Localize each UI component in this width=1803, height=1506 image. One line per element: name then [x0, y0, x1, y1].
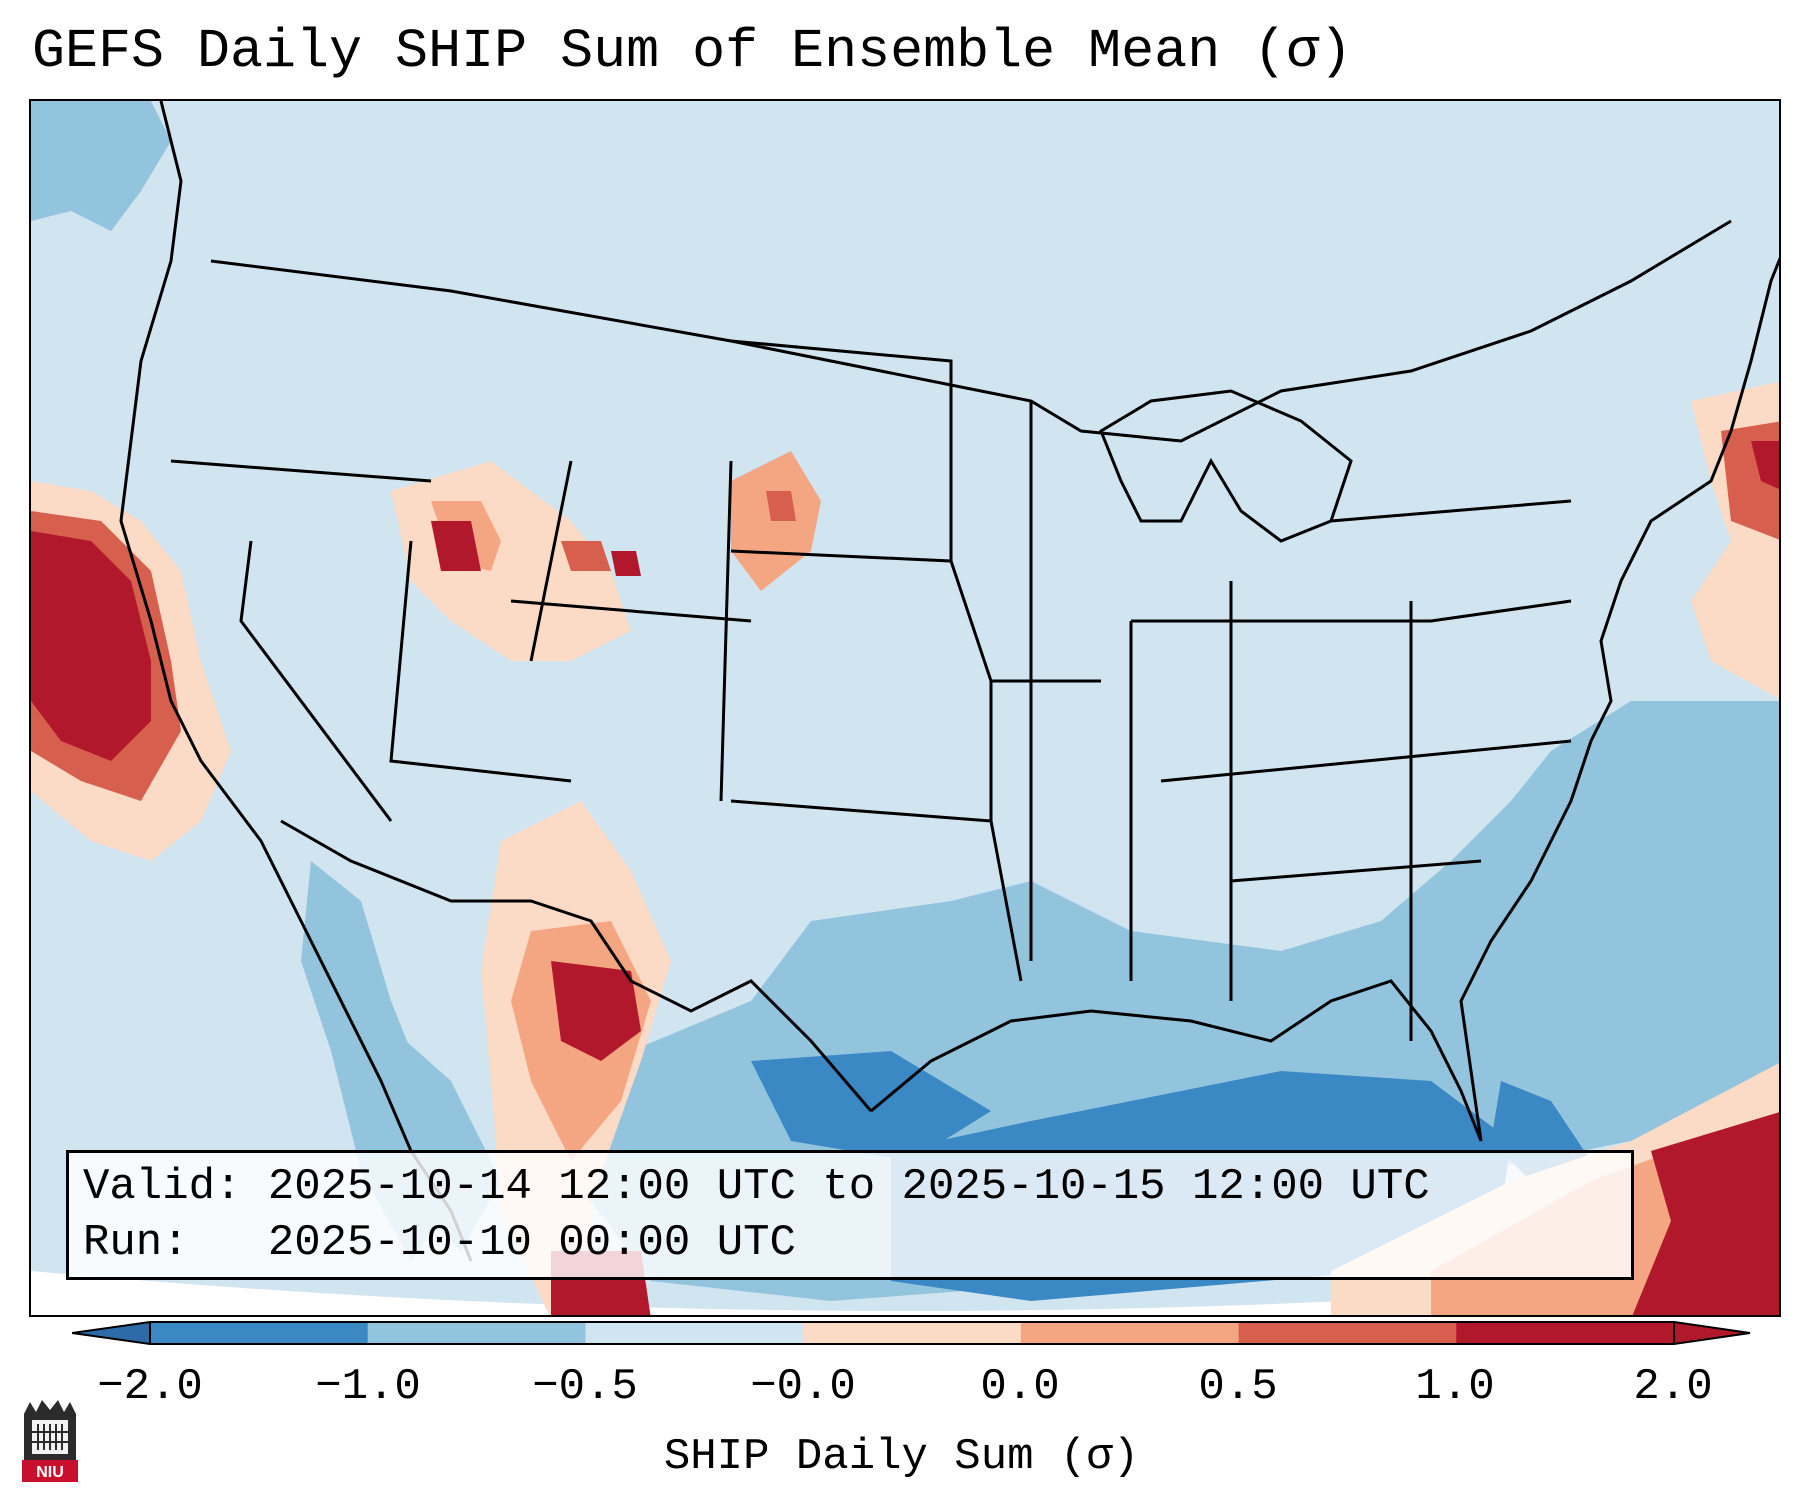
colorbar-tick-label: −0.0	[750, 1362, 856, 1412]
colorbar-tick-label: −2.0	[97, 1362, 203, 1412]
state-lines-east	[1131, 499, 1572, 1041]
pacific-darkred	[31, 531, 151, 761]
atlantic-coastline	[1569, 256, 1779, 802]
run-label: Run:	[83, 1218, 189, 1268]
caribbean-red	[1632, 1112, 1779, 1315]
positive-anomaly-layer	[31, 381, 1779, 1315]
valid-label: Valid:	[83, 1162, 242, 1212]
run-value: 2025-10-10 00:00 UTC	[267, 1218, 796, 1268]
valid-value: 2025-10-14 12:00 UTC to 2025-10-15 12:00…	[267, 1162, 1430, 1212]
great-lakes	[1099, 389, 1353, 543]
colorbar-segment	[803, 1322, 1022, 1344]
colorbar-segment	[1456, 1322, 1675, 1344]
logo-text: NIU	[36, 1464, 64, 1481]
idaho-red	[431, 521, 481, 571]
colorbar-tick-label: −1.0	[315, 1362, 421, 1412]
colorbar-segment	[585, 1322, 804, 1344]
colorbar-segments	[72, 1320, 1751, 1346]
colorbar-tick-label: −0.5	[532, 1362, 638, 1412]
colorbar	[72, 1320, 1751, 1346]
wyo-red-a	[561, 541, 611, 571]
colorbar-tick-label: 2.0	[1633, 1362, 1713, 1412]
colorbar-segment	[1238, 1322, 1457, 1344]
pacific-coastline	[119, 101, 473, 1262]
page-title: GEFS Daily SHIP Sum of Ensemble Mean (σ)	[32, 20, 1353, 83]
wyo-red-b	[611, 551, 641, 576]
colorbar-label: SHIP Daily Sum (σ)	[663, 1432, 1140, 1482]
colorbar-outline	[149, 1321, 1675, 1345]
us-canada-border	[210, 219, 1732, 443]
colorbar-segment	[150, 1322, 369, 1344]
ne-red	[1751, 441, 1779, 490]
map-panel	[29, 99, 1781, 1317]
colorbar-under-arrow	[72, 1320, 151, 1346]
valid-run-info-box: Valid: 2025-10-14 12:00 UTC to 2025-10-1…	[66, 1150, 1634, 1280]
us-mexico-border	[280, 819, 873, 1112]
nm-tx-red	[551, 961, 641, 1061]
state-lines-central	[730, 339, 1233, 1001]
colorbar-tick-label: 1.0	[1415, 1362, 1495, 1412]
colorbar-over-arrow	[1673, 1320, 1751, 1346]
colorbar-segment	[1020, 1322, 1240, 1344]
borders-layer	[119, 101, 1779, 1262]
texas-blue-patch	[751, 1051, 991, 1161]
nw-pacific-blue	[31, 101, 171, 231]
map-canvas	[31, 101, 1779, 1315]
niu-logo: NIU	[22, 1400, 78, 1482]
colorbar-tick-label: 0.5	[1198, 1362, 1278, 1412]
sd-red	[766, 491, 796, 521]
colorbar-tick-label: 0.0	[980, 1362, 1060, 1412]
state-lines-west	[170, 459, 752, 822]
colorbar-segment	[367, 1322, 586, 1344]
